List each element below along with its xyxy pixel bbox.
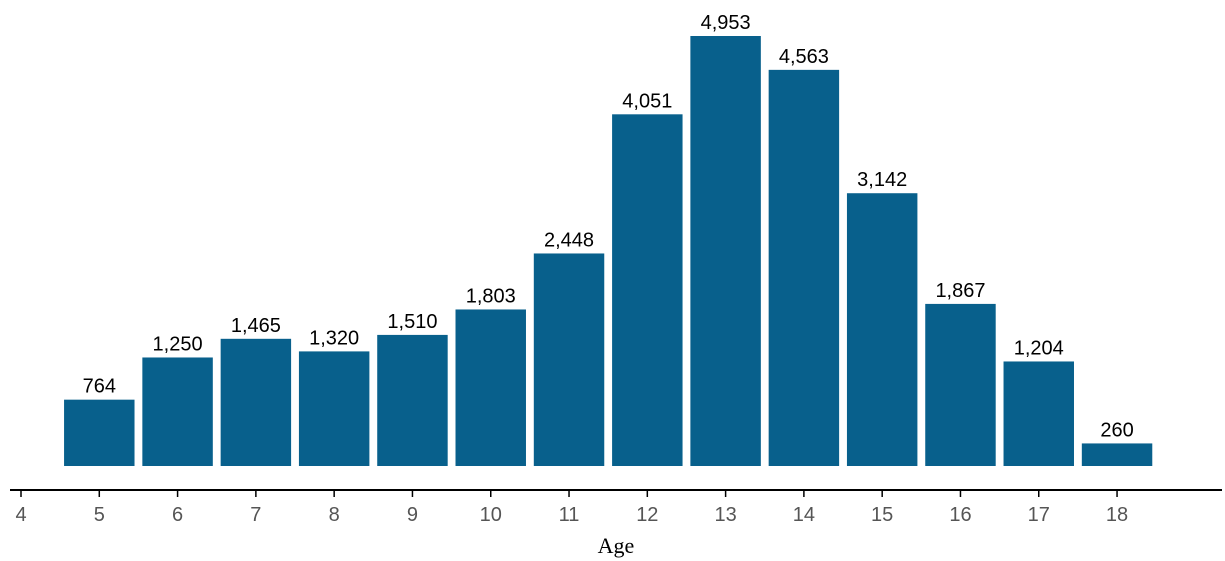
- x-tick-label-9: 9: [407, 504, 418, 526]
- x-tick-label-13: 13: [714, 504, 736, 526]
- x-tick-label-15: 15: [871, 504, 893, 526]
- bar-value-label-age-18: 260: [1100, 419, 1133, 441]
- bar-labels-group: 764 1,250 1,465 1,320 1,510 1,803 2,448 4,051 4,…: [83, 12, 1134, 441]
- x-tick-label-4: 4: [15, 504, 26, 526]
- bar-age-13: [690, 36, 761, 466]
- x-axis-title: Age: [598, 533, 635, 558]
- bars-group: [64, 36, 1153, 467]
- bar-value-label-age-12: 4,051: [622, 90, 672, 112]
- x-tick-label-14: 14: [793, 504, 815, 526]
- bar-age-17: [1003, 361, 1074, 466]
- bar-age-9: [377, 334, 448, 466]
- bar-value-label-age-15: 3,142: [857, 169, 907, 191]
- bar-value-label-age-5: 764: [83, 376, 116, 398]
- bar-age-15: [846, 193, 918, 466]
- x-tick-label-12: 12: [636, 504, 658, 526]
- bar-age-14: [768, 69, 840, 467]
- bar-age-11: [533, 253, 605, 466]
- x-ticks-group: 4 5 6 7 8 9 10 11 12 13 14 15 16 17 18: [15, 490, 1128, 526]
- bar-age-6: [142, 357, 213, 466]
- bar-age-7: [220, 338, 292, 466]
- bar-value-label-age-11: 2,448: [544, 229, 594, 251]
- bar-value-label-age-14: 4,563: [779, 46, 829, 68]
- bar-value-label-age-9: 1,510: [387, 311, 437, 333]
- x-tick-label-16: 16: [949, 504, 971, 526]
- x-tick-label-11: 11: [559, 504, 580, 526]
- x-tick-label-10: 10: [480, 504, 502, 526]
- bar-value-label-age-7: 1,465: [231, 315, 281, 337]
- bar-age-8: [298, 351, 370, 466]
- x-tick-label-5: 5: [94, 504, 105, 526]
- x-tick-label-8: 8: [329, 504, 340, 526]
- x-tick-label-17: 17: [1028, 504, 1050, 526]
- bar-value-label-age-17: 1,204: [1014, 337, 1064, 359]
- bar-value-label-age-6: 1,250: [153, 333, 203, 355]
- x-tick-label-7: 7: [250, 504, 261, 526]
- bar-value-label-age-13: 4,953: [701, 12, 751, 34]
- x-tick-label-6: 6: [172, 504, 183, 526]
- bar-age-18: [1081, 443, 1153, 466]
- bar-age-5: [64, 399, 135, 466]
- x-tick-label-18: 18: [1106, 504, 1128, 526]
- bar-age-10: [455, 309, 526, 466]
- bar-value-label-age-8: 1,320: [309, 327, 359, 349]
- bar-age-12: [612, 114, 683, 466]
- bar-value-label-age-10: 1,803: [466, 285, 516, 307]
- bar-value-label-age-16: 1,867: [935, 280, 985, 302]
- bar-age-16: [925, 303, 996, 466]
